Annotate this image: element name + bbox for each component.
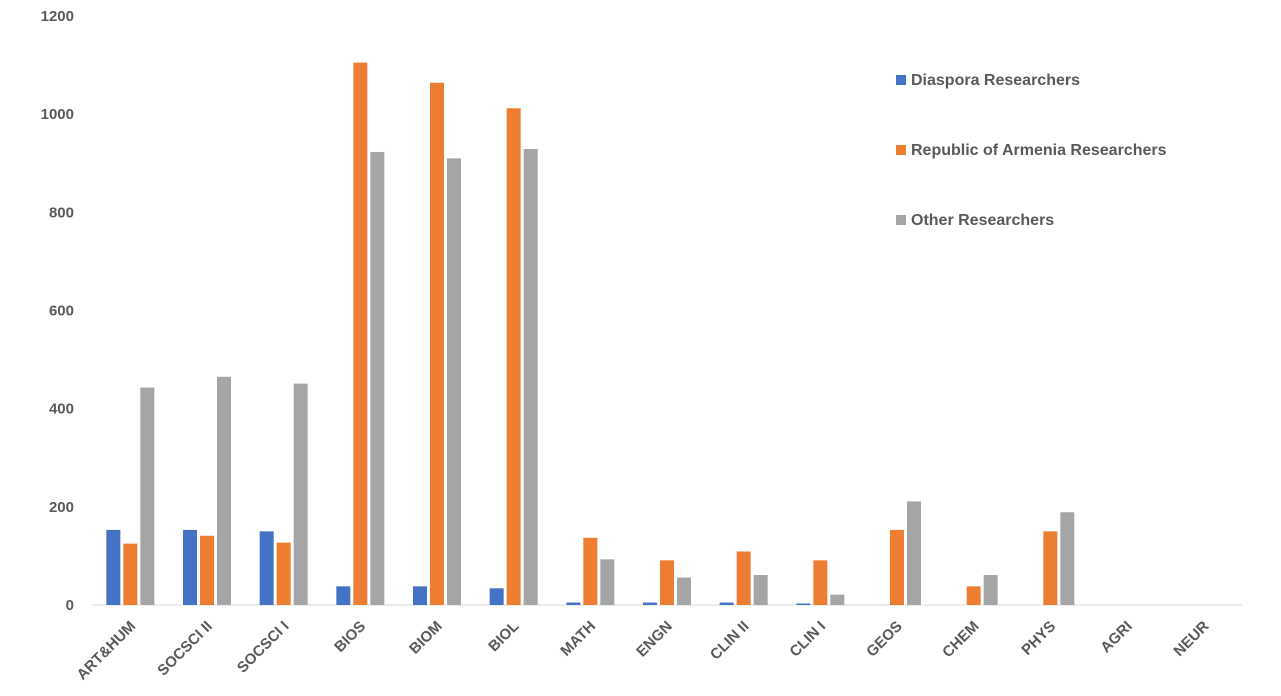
x-tick-label: ART&HUM: [74, 618, 140, 684]
bar-other-researchers-biol: [523, 149, 538, 605]
bar-other-researchers-art-hum: [140, 387, 155, 605]
bar-diaspora-researchers-biol: [489, 588, 504, 605]
bar-republic-of-armenia-researchers-engn: [660, 560, 674, 605]
bar-republic-of-armenia-researchers-clin-i: [813, 560, 828, 605]
bar-other-researchers-socsci-i: [293, 383, 308, 605]
y-tick-label: 0: [66, 597, 74, 614]
bar-republic-of-armenia-researchers-socsci-i: [276, 542, 291, 605]
legend-label: Diaspora Researchers: [911, 72, 1080, 89]
bar-republic-of-armenia-researchers-geos: [890, 529, 904, 605]
x-tick-label: SOCSCI II: [154, 618, 216, 680]
x-tick-label: BIOM: [406, 618, 446, 658]
y-tick-label: 800: [49, 204, 74, 221]
bar-diaspora-researchers-socsci-ii: [183, 529, 197, 605]
legend-label: Republic of Armenia Researchers: [911, 142, 1167, 159]
x-tick-label: AGRI: [1097, 618, 1136, 657]
bar-other-researchers-biom: [447, 158, 461, 605]
x-tick-label: ENGN: [633, 618, 676, 661]
y-tick-label: 400: [49, 401, 74, 418]
legend-swatch: [896, 75, 906, 85]
bar-other-researchers-bios: [370, 151, 385, 606]
bar-diaspora-researchers-engn: [643, 602, 657, 605]
bar-other-researchers-phys: [1060, 512, 1075, 605]
bar-other-researchers-clin-i: [830, 594, 845, 605]
bar-other-researchers-geos: [907, 501, 921, 605]
x-tick-label: PHYS: [1018, 618, 1059, 659]
bar-republic-of-armenia-researchers-math: [583, 537, 598, 605]
x-tick-label: SOCSCI I: [234, 618, 293, 677]
y-tick-label: 200: [49, 499, 74, 516]
x-tick-label: BIOL: [485, 618, 522, 655]
legend-label: Other Researchers: [911, 212, 1054, 229]
x-tick-label: CLIN II: [707, 618, 753, 664]
legend-swatch: [896, 145, 906, 155]
bar-diaspora-researchers-clin-i: [796, 603, 811, 605]
bar-diaspora-researchers-art-hum: [106, 529, 121, 605]
bar-republic-of-armenia-researchers-clin-ii: [736, 551, 751, 605]
y-tick-label: 600: [49, 303, 74, 320]
bar-republic-of-armenia-researchers-socsci-ii: [200, 535, 214, 605]
legend-swatch: [896, 215, 906, 225]
bar-other-researchers-clin-ii: [753, 575, 768, 605]
bar-diaspora-researchers-clin-ii: [719, 602, 734, 605]
x-tick-label: NEUR: [1170, 618, 1212, 660]
bar-republic-of-armenia-researchers-chem: [966, 586, 981, 605]
bar-republic-of-armenia-researchers-phys: [1043, 531, 1058, 605]
bar-diaspora-researchers-bios: [336, 586, 351, 605]
bar-republic-of-armenia-researchers-biol: [506, 108, 521, 605]
bar-other-researchers-socsci-ii: [217, 376, 231, 605]
bar-diaspora-researchers-biom: [413, 586, 427, 605]
x-tick-label: MATH: [557, 618, 599, 660]
x-tick-label: BIOS: [331, 618, 369, 656]
bar-other-researchers-math: [600, 559, 615, 605]
bar-other-researchers-chem: [983, 575, 998, 605]
y-tick-label: 1200: [41, 8, 74, 25]
bar-other-researchers-engn: [677, 577, 691, 605]
bar-diaspora-researchers-math: [566, 602, 581, 605]
bar-republic-of-armenia-researchers-art-hum: [123, 543, 138, 605]
x-tick-label: GEOS: [863, 618, 906, 661]
x-tick-label: CLIN I: [786, 618, 829, 661]
bar-republic-of-armenia-researchers-biom: [430, 82, 444, 605]
bar-republic-of-armenia-researchers-bios: [353, 62, 368, 606]
bar-diaspora-researchers-socsci-i: [259, 531, 274, 605]
y-tick-label: 1000: [41, 106, 74, 123]
x-tick-label: CHEM: [939, 618, 982, 661]
